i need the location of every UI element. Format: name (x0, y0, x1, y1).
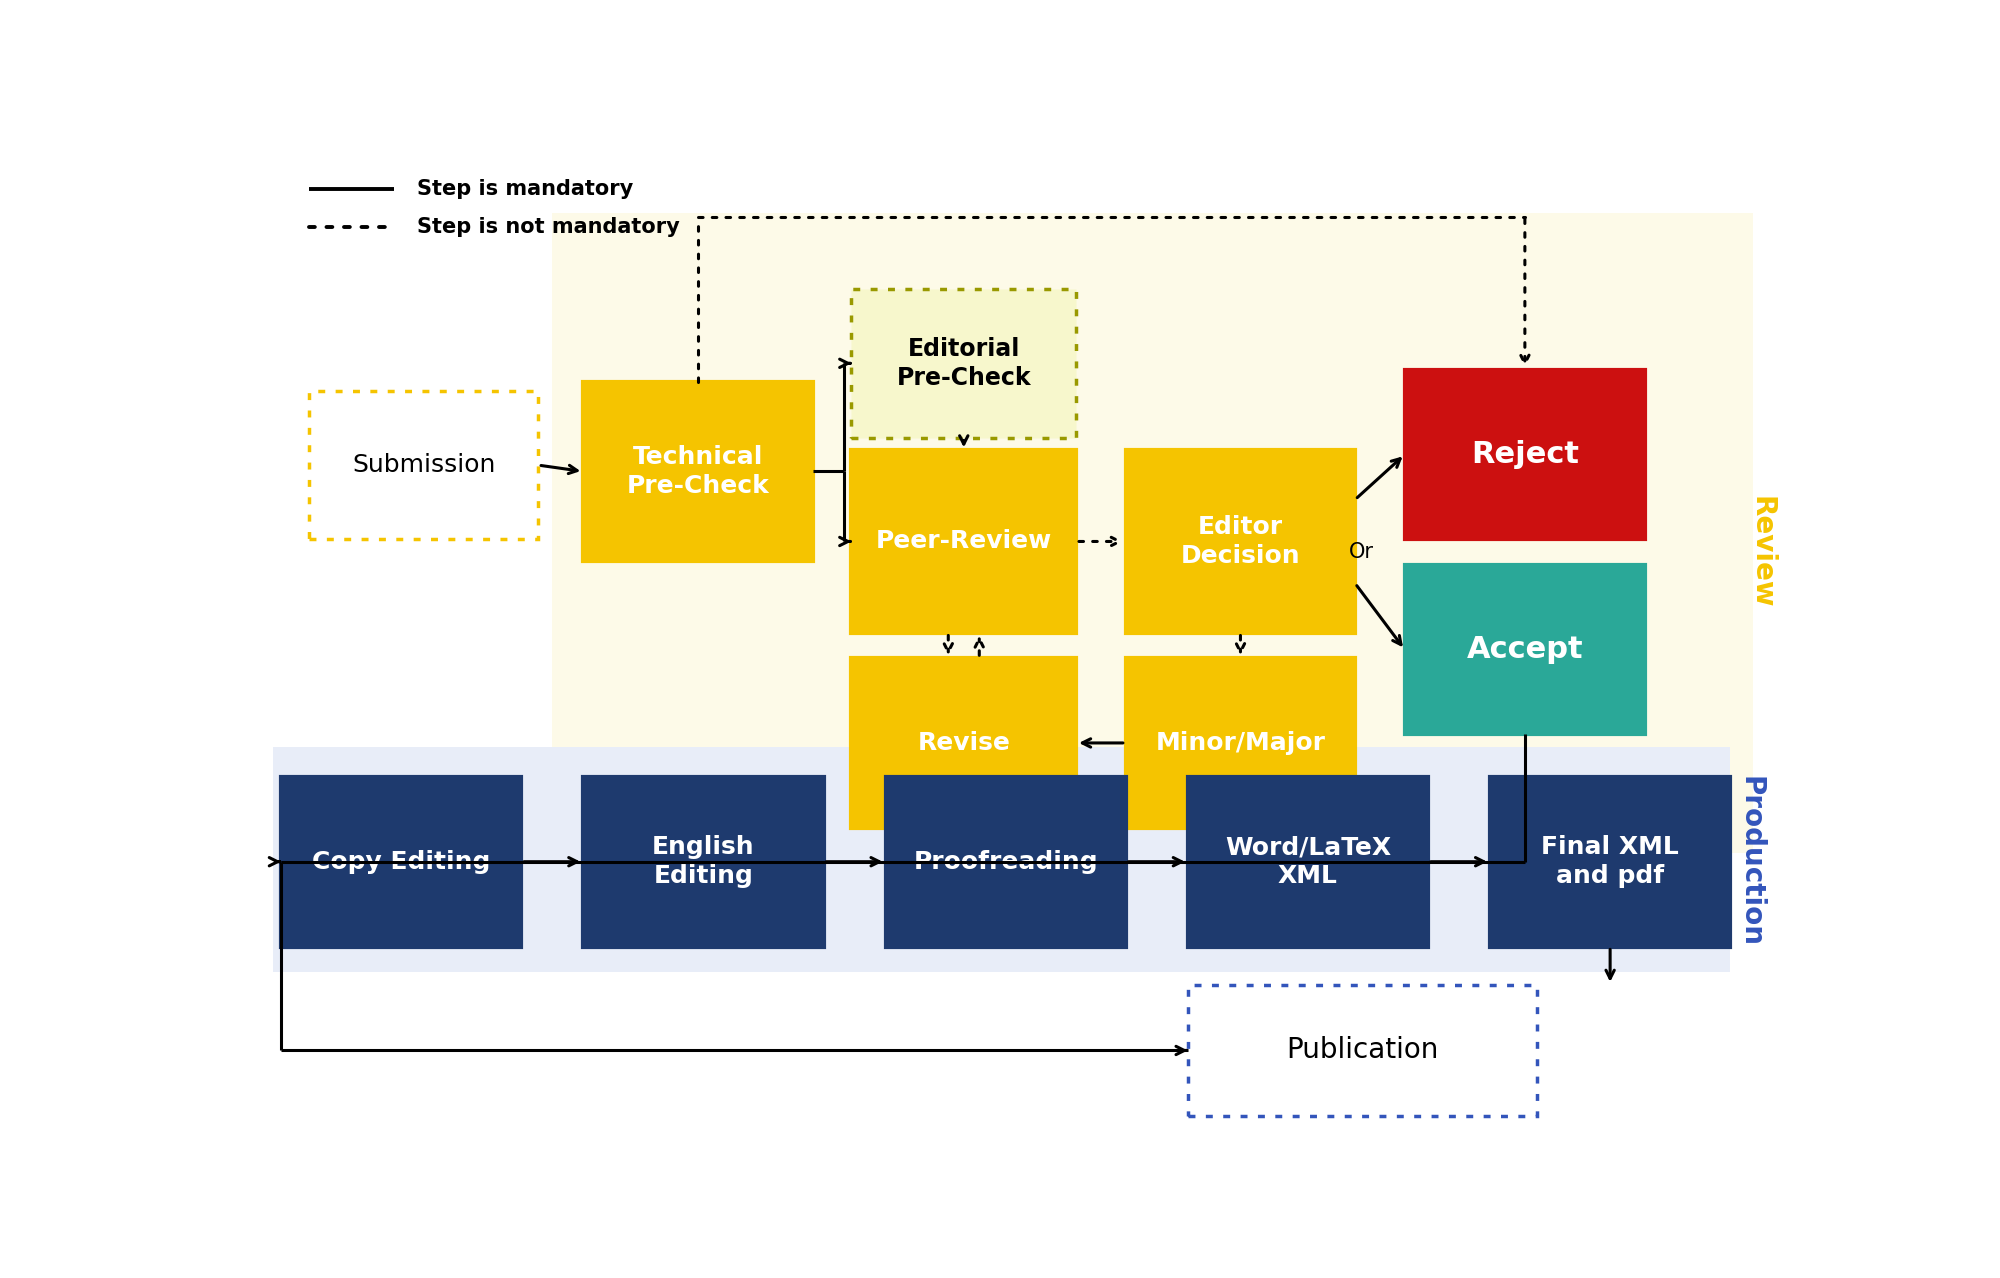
Bar (280, 777, 522, 947)
Text: Publication: Publication (1286, 1036, 1438, 1065)
Bar (584, 777, 824, 947)
Text: Production: Production (1736, 776, 1764, 947)
Text: Or: Or (1348, 542, 1374, 562)
Bar (852, 658, 1076, 828)
Text: Revise: Revise (918, 731, 1010, 755)
Bar (1188, 777, 1428, 947)
Text: Peer-Review: Peer-Review (876, 529, 1052, 553)
Bar (584, 382, 812, 561)
Bar (1404, 565, 1644, 735)
Text: Minor/Major: Minor/Major (1156, 731, 1326, 755)
Text: Final XML
and pdf: Final XML and pdf (1542, 836, 1680, 888)
Bar (852, 450, 1076, 633)
Text: Technical
Pre-Check: Technical Pre-Check (626, 445, 770, 498)
Text: Word/LaTeX
XML: Word/LaTeX XML (1224, 836, 1390, 888)
Text: Step is mandatory: Step is mandatory (418, 179, 634, 199)
Bar (1490, 777, 1730, 947)
Bar (1404, 369, 1644, 539)
Text: Editorial
Pre-Check: Editorial Pre-Check (896, 337, 1032, 390)
Bar (1126, 658, 1356, 828)
Bar (552, 212, 1754, 854)
Bar (1188, 985, 1536, 1116)
Text: Reject: Reject (1470, 440, 1578, 469)
Bar (886, 777, 1126, 947)
Text: Proofreading: Proofreading (914, 850, 1098, 874)
Text: Copy Editing: Copy Editing (312, 850, 490, 874)
Text: English
Editing: English Editing (652, 836, 754, 888)
Text: Review: Review (1748, 496, 1776, 608)
Bar (308, 391, 538, 539)
Bar (852, 289, 1076, 437)
Bar (274, 748, 1730, 973)
Text: Submission: Submission (352, 454, 496, 477)
Bar (1126, 450, 1356, 633)
Text: Editor
Decision: Editor Decision (1180, 515, 1300, 567)
Text: Accept: Accept (1466, 635, 1584, 665)
Text: Step is not mandatory: Step is not mandatory (418, 217, 680, 238)
